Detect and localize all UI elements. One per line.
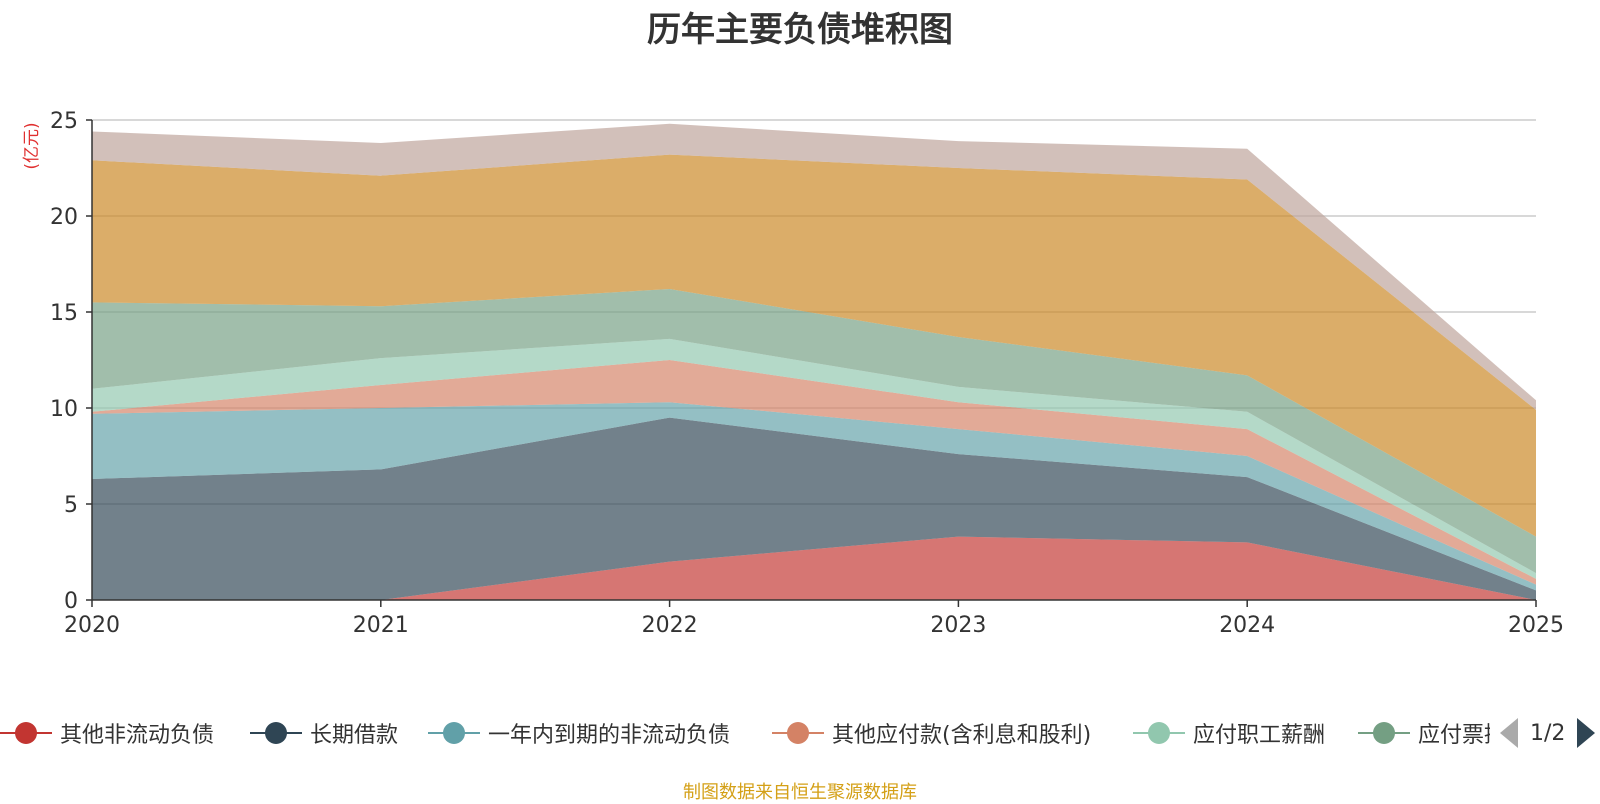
x-tick-label: 2024 <box>1219 613 1275 638</box>
legend-item[interactable]: 应付票据 <box>1358 716 1490 750</box>
legend-item[interactable]: 一年内到期的非流动负债 <box>428 716 730 750</box>
legend-item[interactable]: 长期借款 <box>250 716 398 750</box>
area-应付账款 <box>92 154 1536 537</box>
x-tick-label: 2022 <box>642 613 698 638</box>
y-axis-label: (亿元) <box>22 122 42 169</box>
area-一年内到期的非流动负债 <box>92 402 1536 591</box>
legend-label: 应付职工薪酬 <box>1193 723 1326 748</box>
legend-item[interactable]: 其他应付款(含利息和股利) <box>772 716 1091 750</box>
x-tick-label: 2020 <box>64 613 120 638</box>
y-tick-label: 25 <box>50 109 78 134</box>
legend-item[interactable]: 其他非流动负债 <box>0 716 214 750</box>
area-应付票据 <box>92 289 1536 574</box>
y-tick-label: 0 <box>64 589 78 614</box>
legend-marker-icon <box>772 718 824 748</box>
y-tick-label: 15 <box>50 301 78 326</box>
legend-label: 一年内到期的非流动负债 <box>488 723 731 748</box>
x-tick-label: 2021 <box>353 613 409 638</box>
x-tick-label: 2023 <box>930 613 986 638</box>
legend-marker-icon <box>0 718 52 748</box>
legend-marker-icon <box>1133 718 1185 748</box>
chart-title: 历年主要负债堆积图 <box>647 10 953 50</box>
area-其他应付款(含利息和股利) <box>92 360 1536 585</box>
area-其他非流动负债 <box>92 536 1536 600</box>
y-tick-label: 20 <box>50 205 78 230</box>
legend-label: 长期借款 <box>310 723 399 748</box>
y-tick-label: 10 <box>50 397 78 422</box>
legend: 其他非流动负债 长期借款 一年内到期的非流动负债 其他应付款(含利息和股利) 应付职工薪… <box>0 716 1490 750</box>
legend-marker-icon <box>428 718 480 748</box>
legend-marker-icon <box>250 718 302 748</box>
stacked-areas <box>92 123 1536 600</box>
legend-label: 其他应付款(含利息和股利) <box>832 723 1092 748</box>
legend-prev-page-icon[interactable] <box>1500 718 1518 748</box>
area-长期借款 <box>92 417 1536 600</box>
legend-marker-icon <box>1358 718 1410 748</box>
area-合同负债 <box>92 123 1536 410</box>
legend-item[interactable]: 应付职工薪酬 <box>1133 716 1325 750</box>
legend-next-page-icon[interactable] <box>1577 718 1596 748</box>
x-tick-label: 2025 <box>1508 613 1564 638</box>
legend-label: 应付票据 <box>1418 723 1490 748</box>
y-tick-label: 5 <box>64 493 78 518</box>
legend-pager: 1/2 <box>1500 716 1596 750</box>
legend-label: 其他非流动负债 <box>60 723 215 748</box>
legend-page-indicator: 1/2 <box>1530 720 1566 746</box>
data-source-note: 制图数据来自恒生聚源数据库 <box>683 782 917 803</box>
